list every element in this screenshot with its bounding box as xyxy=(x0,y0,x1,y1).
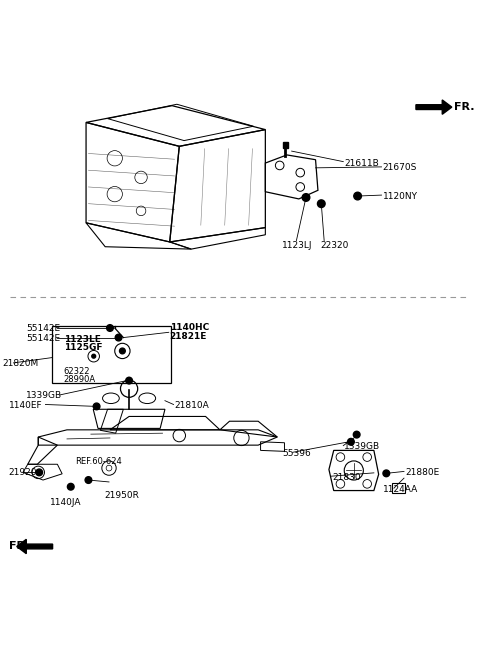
Text: 1140JA: 1140JA xyxy=(50,498,82,507)
Text: 1123LE: 1123LE xyxy=(63,335,100,344)
Text: 21611B: 21611B xyxy=(344,159,379,167)
Circle shape xyxy=(36,469,43,476)
Text: 1125GF: 1125GF xyxy=(63,343,102,352)
Text: 55396: 55396 xyxy=(282,449,311,458)
Circle shape xyxy=(115,334,122,341)
Text: 21920: 21920 xyxy=(9,468,37,477)
Circle shape xyxy=(348,438,354,445)
Text: REF.60-624: REF.60-624 xyxy=(75,457,122,466)
Text: 55142E: 55142E xyxy=(26,333,60,342)
Text: 1123LJ: 1123LJ xyxy=(282,241,312,250)
Circle shape xyxy=(85,477,92,483)
Text: 21830: 21830 xyxy=(332,473,361,482)
Text: 22320: 22320 xyxy=(320,241,348,250)
Bar xyxy=(283,142,288,148)
Bar xyxy=(392,483,406,493)
Text: 1339GB: 1339GB xyxy=(344,442,380,451)
Circle shape xyxy=(383,470,390,477)
Text: 1120NY: 1120NY xyxy=(383,192,418,201)
Polygon shape xyxy=(17,539,53,554)
Text: 21670S: 21670S xyxy=(383,163,417,173)
Circle shape xyxy=(92,354,96,358)
Circle shape xyxy=(302,194,310,201)
Bar xyxy=(52,326,171,382)
Text: 21810A: 21810A xyxy=(175,401,209,410)
Text: FR.: FR. xyxy=(9,541,29,552)
Text: 1124AA: 1124AA xyxy=(383,485,418,493)
Text: 62322: 62322 xyxy=(63,367,90,376)
Circle shape xyxy=(120,348,125,354)
Circle shape xyxy=(67,483,74,490)
Circle shape xyxy=(317,200,325,207)
Circle shape xyxy=(126,377,132,384)
Circle shape xyxy=(107,325,113,331)
Text: 21880E: 21880E xyxy=(406,468,440,477)
Text: 1339GB: 1339GB xyxy=(26,392,62,400)
Text: 21821E: 21821E xyxy=(170,332,207,341)
Text: 1140HC: 1140HC xyxy=(170,323,209,333)
Text: 21950R: 21950R xyxy=(104,491,139,500)
Text: FR.: FR. xyxy=(454,102,475,112)
Polygon shape xyxy=(416,100,452,114)
Text: 55142E: 55142E xyxy=(26,325,60,333)
Circle shape xyxy=(353,431,360,438)
Text: 1140EF: 1140EF xyxy=(9,401,42,410)
Circle shape xyxy=(354,192,361,200)
Text: 21820M: 21820M xyxy=(2,359,39,368)
Text: 28990A: 28990A xyxy=(63,375,96,384)
Circle shape xyxy=(93,403,100,410)
